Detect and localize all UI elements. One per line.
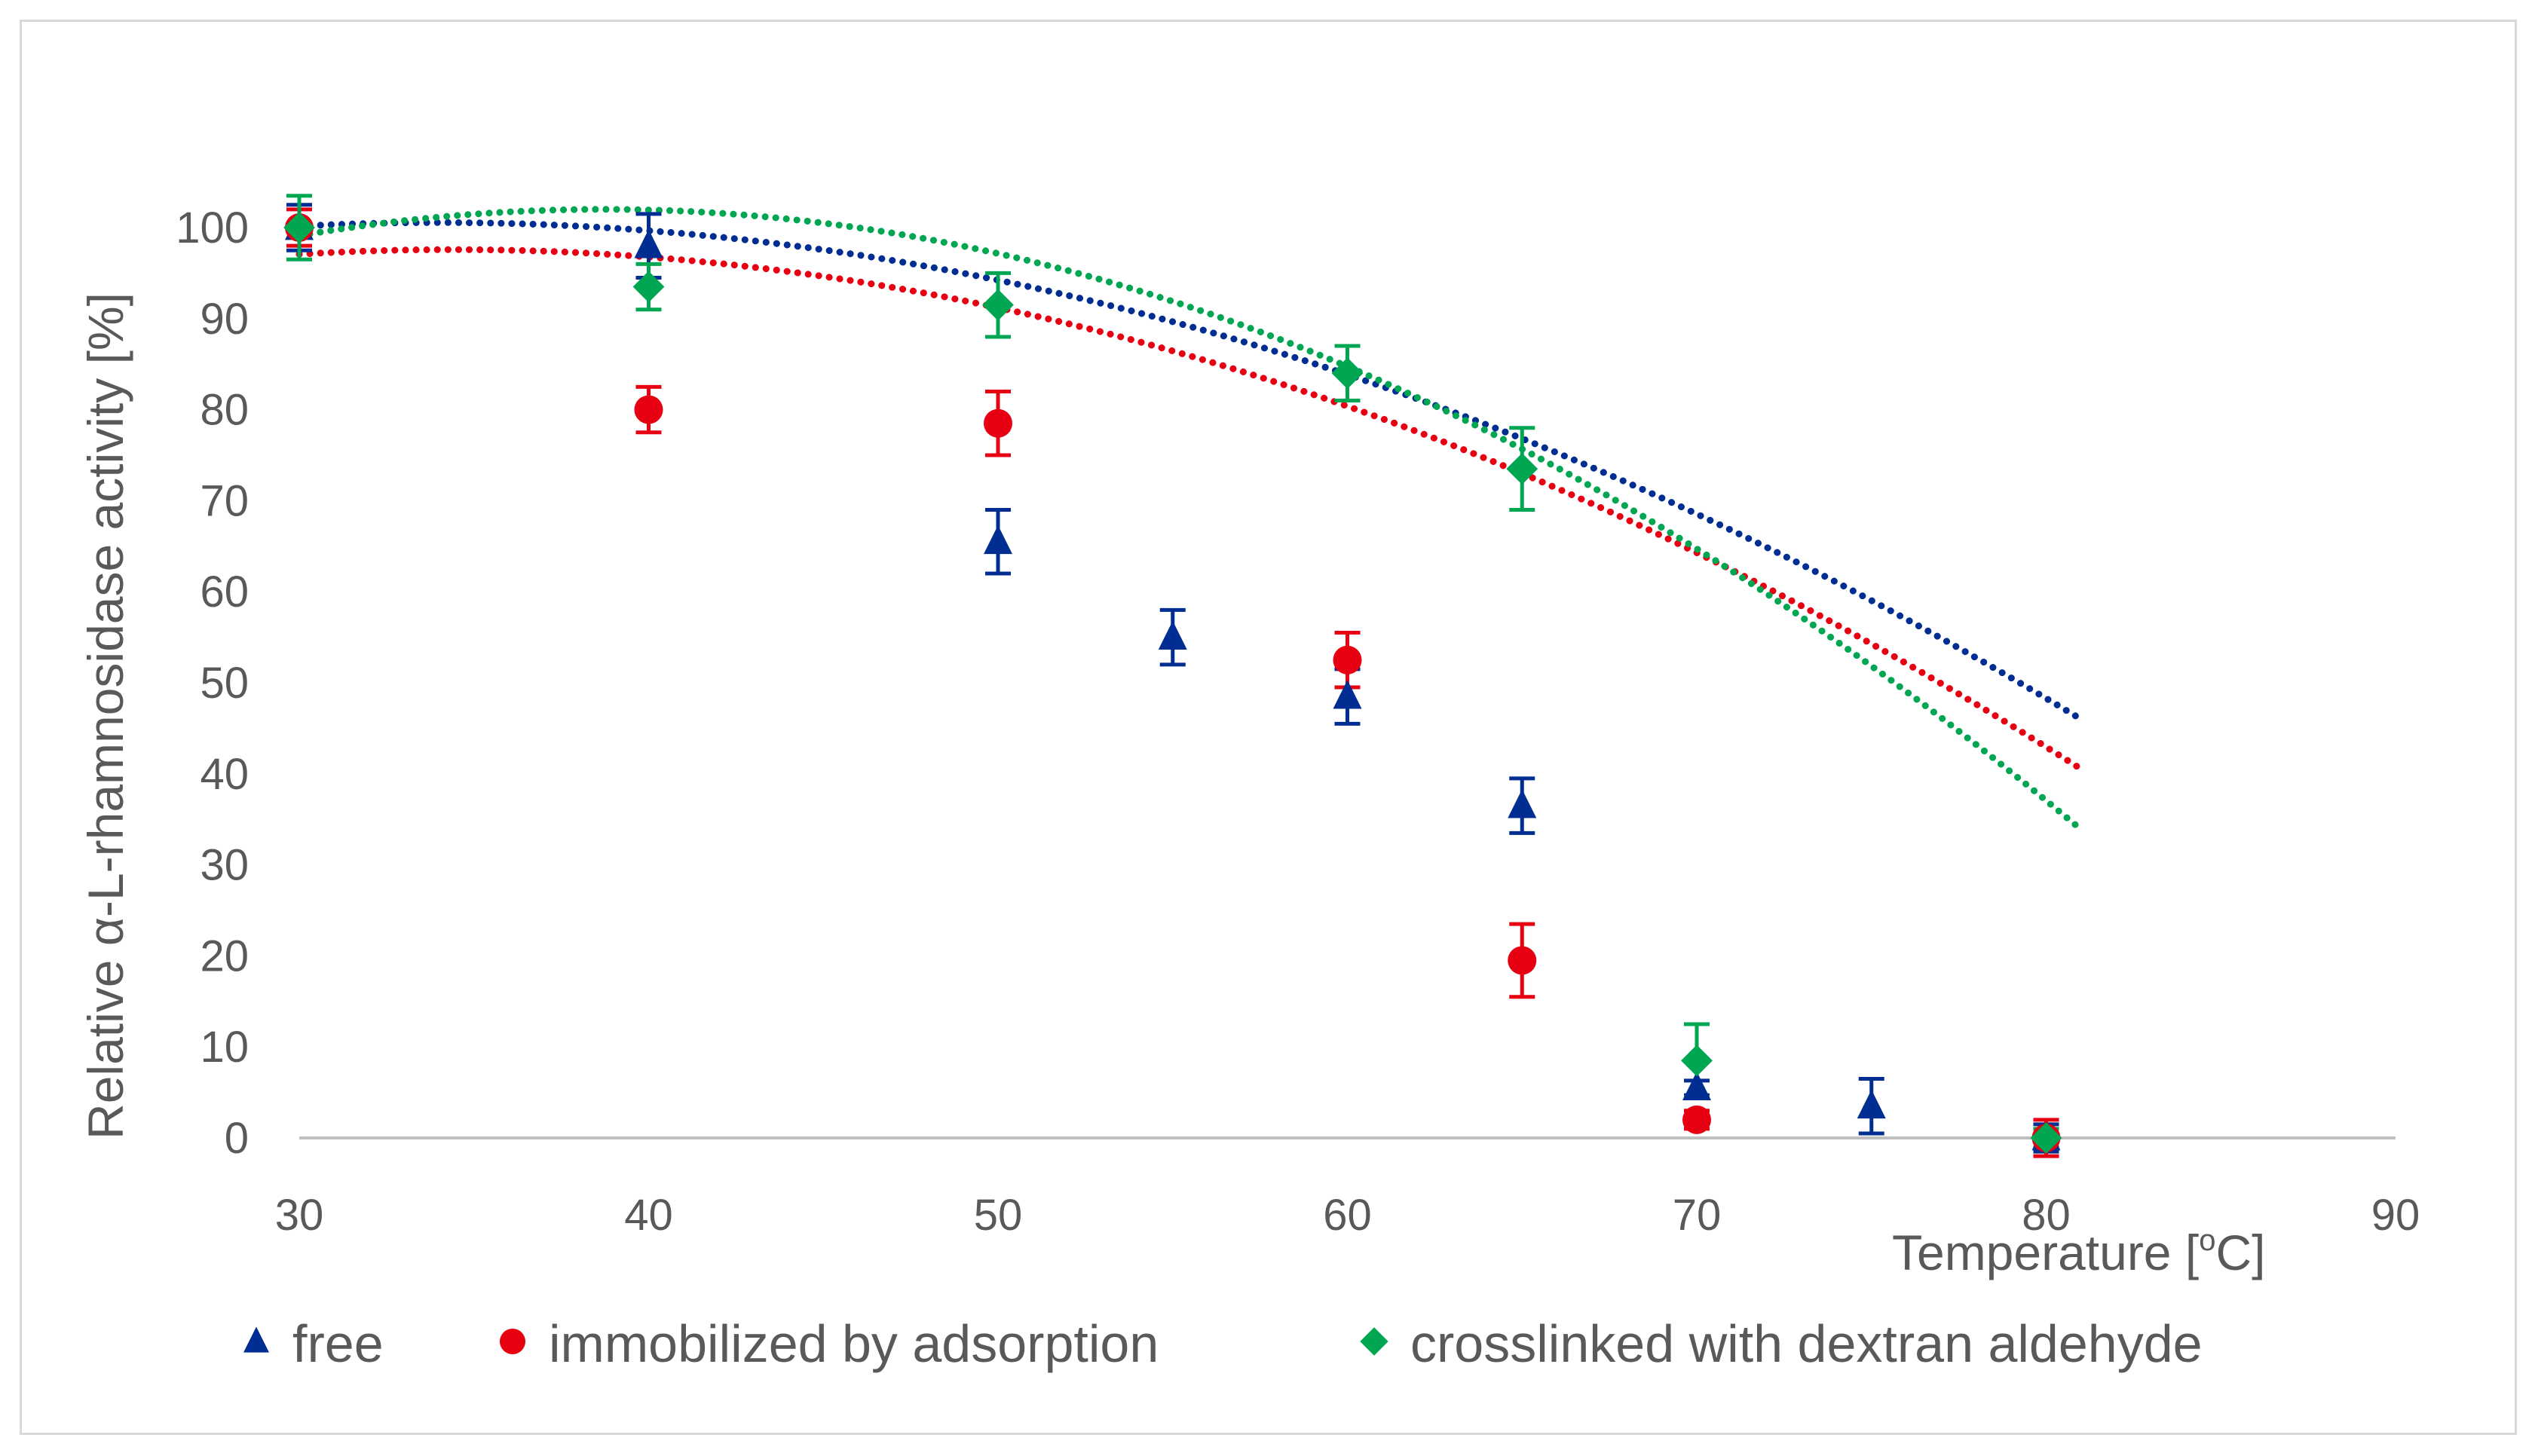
legend-marker-diamond — [1360, 1327, 1388, 1356]
y-tick-label: 30 — [200, 841, 249, 890]
data-point-triangle — [984, 525, 1012, 555]
x-tick-label: 30 — [275, 1191, 324, 1240]
y-tick-label: 50 — [200, 659, 249, 708]
x-axis-title: Temperature [oC] — [1892, 1224, 2265, 1280]
x-tick-label: 90 — [2371, 1191, 2420, 1240]
data-point-diamond — [632, 271, 665, 303]
data-markers — [283, 211, 2062, 1154]
x-axis-title-sup: o — [2199, 1224, 2215, 1257]
data-point-triangle — [1682, 1071, 1711, 1100]
y-tick-label: 10 — [200, 1023, 249, 1072]
legend-label: crosslinked with dextran aldehyde — [1410, 1314, 2203, 1373]
y-tick-label: 0 — [225, 1114, 249, 1163]
trendlines — [295, 206, 2085, 834]
data-point-diamond — [2030, 1122, 2062, 1154]
legend: free immobilized by adsorption crosslinked… — [243, 1314, 2203, 1373]
data-point-triangle — [1857, 1089, 1886, 1119]
x-tick-label: 70 — [1673, 1191, 1722, 1240]
legend-label: immobilized by adsorption — [549, 1314, 1159, 1373]
x-tick-label: 40 — [624, 1191, 673, 1240]
y-axis-ticks: 0 10 20 30 40 50 60 70 80 90 100 — [176, 203, 249, 1163]
y-axis-title: Relative α-L-rhamnosidase activity [%] — [78, 292, 133, 1139]
data-point-triangle — [1333, 680, 1362, 709]
y-tick-label: 60 — [200, 567, 249, 616]
data-point-circle — [1333, 645, 1362, 674]
data-point-circle — [984, 408, 1012, 438]
data-point-diamond — [1681, 1045, 1713, 1077]
trendline-triangle — [295, 219, 2085, 723]
data-point-diamond — [1331, 357, 1364, 390]
data-point-triangle — [1158, 620, 1187, 650]
data-point-circle — [1682, 1105, 1711, 1134]
legend-item: immobilized by adsorption — [500, 1314, 1159, 1373]
x-tick-label: 80 — [2022, 1191, 2071, 1240]
legend-marker-circle — [500, 1329, 525, 1354]
x-tick-label: 60 — [1323, 1191, 1372, 1240]
y-tick-label: 40 — [200, 750, 249, 799]
trendline-diamond — [295, 206, 2085, 834]
x-axis-title-main: Temperature [ — [1892, 1225, 2199, 1280]
data-point-diamond — [283, 212, 315, 243]
legend-item: free — [243, 1314, 384, 1373]
chart-frame — [20, 20, 2517, 1435]
x-axis-ticks: 30 40 50 60 70 80 90 — [275, 1191, 2420, 1240]
data-point-diamond — [982, 289, 1014, 321]
data-point-diamond — [1506, 453, 1538, 485]
y-tick-label: 70 — [200, 476, 249, 525]
legend-label: free — [292, 1314, 384, 1373]
legend-item: crosslinked with dextran aldehyde — [1360, 1314, 2203, 1373]
y-tick-label: 90 — [200, 295, 249, 344]
trendline-circle — [295, 246, 2085, 772]
legend-marker-triangle — [243, 1326, 269, 1353]
y-tick-label: 20 — [200, 931, 249, 980]
y-tick-label: 80 — [200, 386, 249, 435]
x-tick-label: 50 — [974, 1191, 1023, 1240]
error-bars — [286, 194, 2059, 1158]
data-point-triangle — [1508, 789, 1537, 818]
x-axis-title-tail: C] — [2215, 1225, 2265, 1280]
data-point-triangle — [634, 229, 663, 258]
data-point-circle — [634, 395, 663, 424]
data-point-circle — [1508, 946, 1537, 975]
y-tick-label: 100 — [176, 203, 249, 252]
